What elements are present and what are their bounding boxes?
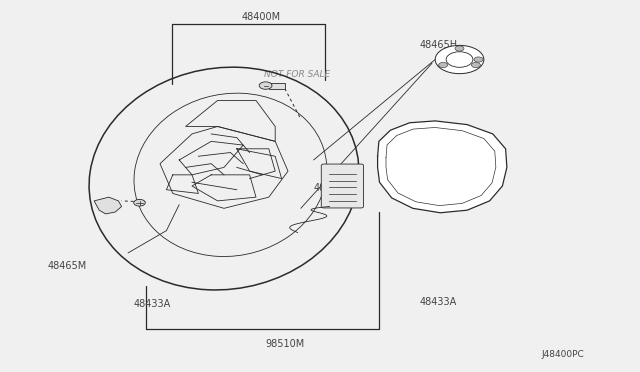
Text: NOT FOR SALE: NOT FOR SALE (264, 70, 331, 79)
Circle shape (438, 62, 447, 68)
Text: 48465H: 48465H (419, 40, 458, 49)
FancyBboxPatch shape (321, 164, 364, 208)
Polygon shape (94, 197, 122, 214)
Circle shape (435, 45, 484, 74)
Circle shape (474, 57, 483, 62)
Circle shape (259, 82, 272, 89)
Polygon shape (378, 121, 507, 213)
Text: 48433A: 48433A (134, 299, 171, 309)
Polygon shape (269, 83, 285, 89)
Text: J48400PC: J48400PC (542, 350, 584, 359)
Text: 48433A: 48433A (420, 297, 457, 307)
Circle shape (455, 46, 464, 51)
Circle shape (472, 62, 481, 68)
Text: 98510M: 98510M (265, 339, 305, 349)
Text: 48400M: 48400M (241, 12, 281, 22)
Circle shape (134, 199, 145, 206)
Text: 48465M: 48465M (47, 261, 87, 271)
Text: 48465B: 48465B (314, 183, 351, 193)
